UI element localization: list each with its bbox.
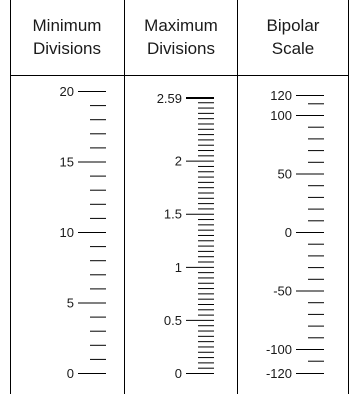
tick-label: 0 bbox=[175, 366, 182, 381]
tick-label: -120 bbox=[266, 366, 292, 381]
tick-label: -50 bbox=[273, 284, 292, 299]
tick-label: 50 bbox=[278, 167, 292, 182]
tick-label: 15 bbox=[60, 155, 74, 170]
header-bipolar-line1: Bipolar bbox=[267, 16, 320, 35]
tick-label: 0 bbox=[67, 366, 74, 381]
tick-label: 10 bbox=[60, 225, 74, 240]
header-maximum-line2: Divisions bbox=[147, 39, 215, 58]
tick-label: 100 bbox=[270, 108, 292, 123]
tick-label: 5 bbox=[67, 296, 74, 311]
header-minimum-line2: Divisions bbox=[33, 39, 101, 58]
tick-label: 2 bbox=[175, 154, 182, 169]
header-bipolar-line2: Scale bbox=[272, 39, 315, 58]
tick-label: 0 bbox=[285, 225, 292, 240]
tick-label: 1.5 bbox=[164, 207, 182, 222]
tick-label: 1 bbox=[175, 260, 182, 275]
tick-label: 0.5 bbox=[164, 313, 182, 328]
tick-label: 20 bbox=[60, 84, 74, 99]
header-minimum-line1: Minimum bbox=[33, 16, 102, 35]
tick-labels-layer: 201510502.5921.510.50120100500-50-100-12… bbox=[60, 84, 292, 381]
tick-marks-layer bbox=[78, 91, 324, 374]
tick-label: 120 bbox=[270, 88, 292, 103]
tick-label: -100 bbox=[266, 342, 292, 357]
tick-label: 2.59 bbox=[157, 91, 182, 106]
header-maximum-line1: Maximum bbox=[144, 16, 218, 35]
